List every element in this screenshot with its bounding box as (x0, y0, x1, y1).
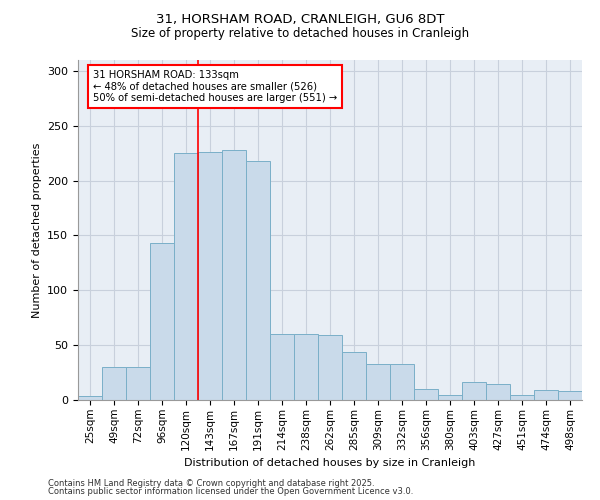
Bar (318, 336, 342, 400)
Bar (414, 389, 438, 400)
Text: Contains HM Land Registry data © Crown copyright and database right 2025.: Contains HM Land Registry data © Crown c… (48, 478, 374, 488)
Text: Size of property relative to detached houses in Cranleigh: Size of property relative to detached ho… (131, 28, 469, 40)
Text: 31 HORSHAM ROAD: 133sqm
← 48% of detached houses are smaller (526)
50% of semi-d: 31 HORSHAM ROAD: 133sqm ← 48% of detache… (93, 70, 337, 103)
Text: Contains public sector information licensed under the Open Government Licence v3: Contains public sector information licen… (48, 487, 413, 496)
Bar (270, 334, 294, 400)
X-axis label: Distribution of detached houses by size in Cranleigh: Distribution of detached houses by size … (184, 458, 476, 468)
Bar (342, 352, 366, 400)
Bar (486, 384, 510, 400)
Bar (150, 243, 174, 400)
Bar (198, 152, 222, 400)
Bar (462, 382, 486, 400)
Bar (390, 364, 414, 400)
Y-axis label: Number of detached properties: Number of detached properties (32, 142, 41, 318)
Bar (558, 391, 582, 400)
Bar (126, 367, 150, 400)
Bar (438, 394, 462, 400)
Text: 31, HORSHAM ROAD, CRANLEIGH, GU6 8DT: 31, HORSHAM ROAD, CRANLEIGH, GU6 8DT (156, 12, 444, 26)
Bar (78, 396, 102, 400)
Bar (174, 153, 198, 400)
Bar (102, 367, 126, 400)
Bar (294, 334, 318, 400)
Bar (510, 394, 534, 400)
Bar (246, 161, 270, 400)
Bar (222, 150, 246, 400)
Bar (366, 364, 390, 400)
Bar (534, 390, 558, 400)
